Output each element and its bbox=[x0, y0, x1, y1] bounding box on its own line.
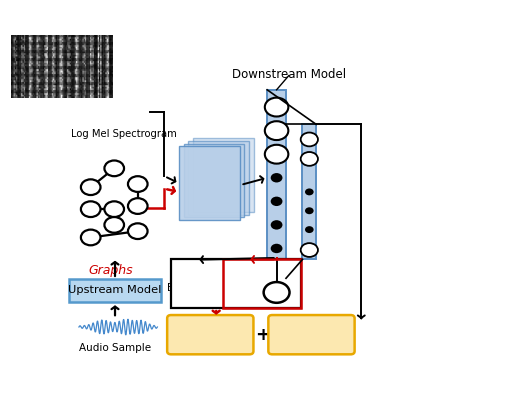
Text: Sample
Embedding: Sample Embedding bbox=[167, 272, 226, 293]
Circle shape bbox=[264, 121, 288, 140]
Text: Audio Sample: Audio Sample bbox=[79, 343, 151, 353]
Text: Graphs: Graphs bbox=[88, 264, 132, 277]
Circle shape bbox=[264, 98, 288, 117]
Circle shape bbox=[270, 173, 282, 182]
Bar bbox=[302, 124, 316, 259]
Circle shape bbox=[305, 207, 313, 214]
Text: Downstream Model: Downstream Model bbox=[231, 68, 345, 81]
Text: Upstream Model: Upstream Model bbox=[68, 285, 162, 295]
Bar bbox=[183, 144, 244, 217]
Circle shape bbox=[305, 226, 313, 233]
Circle shape bbox=[264, 145, 288, 164]
Bar bbox=[171, 259, 300, 308]
FancyBboxPatch shape bbox=[268, 315, 354, 354]
Text: +: + bbox=[255, 326, 270, 344]
Bar bbox=[193, 138, 254, 212]
Circle shape bbox=[104, 160, 124, 176]
Bar bbox=[179, 146, 239, 220]
Circle shape bbox=[128, 198, 147, 214]
Text: Supervised
Loss: Supervised Loss bbox=[278, 321, 344, 349]
Circle shape bbox=[104, 201, 124, 217]
Circle shape bbox=[128, 176, 147, 192]
Text: Neighbour
Loss: Neighbour Loss bbox=[179, 321, 240, 349]
Circle shape bbox=[81, 230, 100, 245]
Circle shape bbox=[128, 223, 147, 239]
Circle shape bbox=[270, 197, 282, 206]
Circle shape bbox=[263, 282, 289, 303]
Circle shape bbox=[270, 244, 282, 253]
Text: Log Mel Spectrogram: Log Mel Spectrogram bbox=[71, 129, 176, 139]
Bar bbox=[188, 141, 248, 215]
Text: Neighbour(s)
Embedding(s): Neighbour(s) Embedding(s) bbox=[211, 272, 283, 293]
Circle shape bbox=[300, 152, 317, 166]
Bar bbox=[69, 279, 161, 302]
Circle shape bbox=[270, 220, 282, 230]
Bar bbox=[222, 259, 300, 308]
Circle shape bbox=[81, 201, 100, 217]
Circle shape bbox=[81, 180, 100, 195]
Bar bbox=[267, 90, 285, 278]
Circle shape bbox=[300, 133, 317, 146]
Circle shape bbox=[300, 243, 317, 257]
FancyBboxPatch shape bbox=[167, 315, 253, 354]
Circle shape bbox=[104, 217, 124, 233]
Circle shape bbox=[305, 188, 313, 195]
